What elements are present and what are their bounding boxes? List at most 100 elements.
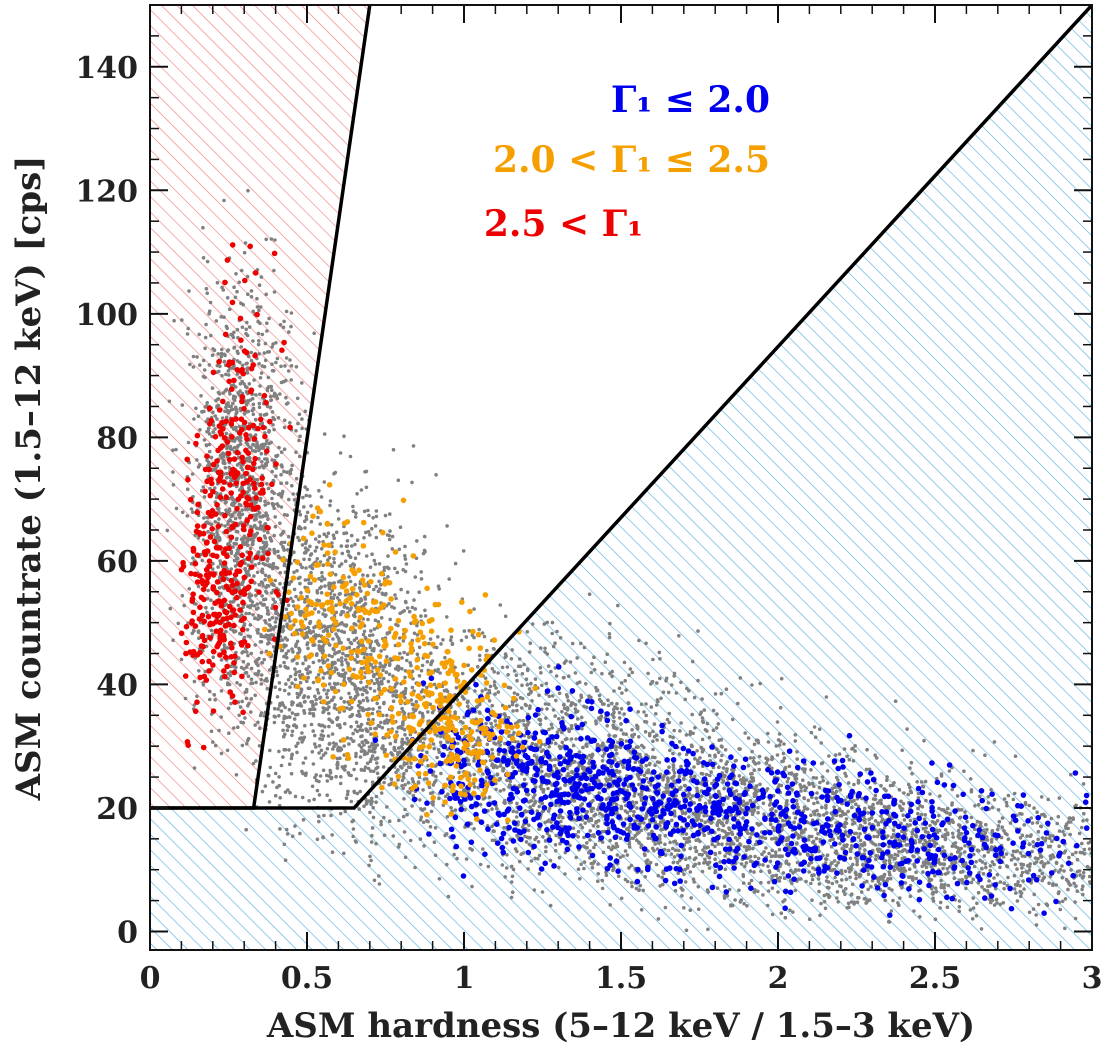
data-point [489,721,493,726]
data-point [554,698,558,703]
data-point [282,714,287,719]
data-point [361,643,365,647]
data-point [327,700,331,705]
data-point [703,820,707,825]
data-point [418,710,422,715]
data-point [579,862,583,866]
data-point [305,594,309,599]
data-point [220,585,225,589]
data-point [222,359,227,364]
data-point [346,637,351,642]
data-point [313,694,317,699]
data-point [275,396,280,401]
data-point [418,818,423,822]
data-point [241,720,246,725]
data-point [646,671,650,676]
data-point [189,561,194,566]
data-point [196,414,201,419]
data-point [612,710,616,715]
data-point [368,533,372,537]
data-point [225,408,230,413]
data-point [370,799,374,804]
data-point [207,442,212,447]
data-point [244,696,249,701]
data-point [596,807,600,812]
data-point [202,516,206,520]
data-point [262,657,267,662]
data-point [213,427,217,431]
data-point [273,793,278,798]
data-point [192,629,196,633]
data-point [273,771,278,776]
data-point [252,490,256,495]
data-point [615,706,619,711]
data-point [316,515,320,520]
data-point [518,695,523,700]
data-point [302,708,306,713]
data-point [374,800,378,804]
data-point [600,840,605,844]
data-point [379,649,383,653]
data-point [298,680,303,685]
data-point [285,728,290,732]
data-point [265,321,269,326]
data-point [572,799,577,803]
data-point [503,875,508,879]
data-point [265,611,270,616]
data-point [258,515,262,519]
data-point [693,774,697,779]
data-point [610,701,614,706]
data-point [273,578,278,583]
data-point [262,351,267,355]
data-point [307,581,311,586]
data-point [220,416,225,420]
data-point [234,436,239,441]
data-point [224,405,228,410]
data-point [608,903,612,907]
data-point [363,601,368,606]
data-point [430,710,435,715]
data-point [407,609,412,614]
data-point [522,723,526,727]
data-point [565,695,570,699]
data-point [255,305,260,309]
data-point [419,690,424,694]
data-point [279,364,283,369]
data-point [897,787,902,792]
data-point [375,680,380,685]
data-point [253,616,257,620]
data-point [247,354,251,359]
data-point [280,531,285,535]
data-point [271,780,275,784]
data-point [521,718,526,723]
data-point [243,716,247,720]
data-point [252,604,257,608]
data-point [244,327,248,332]
data-point [564,659,568,663]
data-point [351,834,356,839]
data-point [180,510,185,515]
data-point [379,791,384,795]
data-point [437,877,442,881]
data-point [349,705,354,710]
data-point [246,736,251,741]
data-point [227,465,231,470]
data-point [339,580,344,584]
data-point [395,664,400,669]
data-point [374,766,378,771]
data-point [305,679,309,683]
data-point [502,712,507,716]
data-point [309,700,313,704]
data-point [279,472,283,477]
data-point [618,855,623,860]
data-point [174,506,179,511]
data-point [333,572,338,577]
data-point [365,729,369,733]
data-point [211,561,215,566]
data-point [270,458,275,462]
data-point [541,835,545,839]
data-point [590,865,595,870]
data-point [319,578,324,583]
data-point [240,699,244,704]
data-point [490,824,494,829]
